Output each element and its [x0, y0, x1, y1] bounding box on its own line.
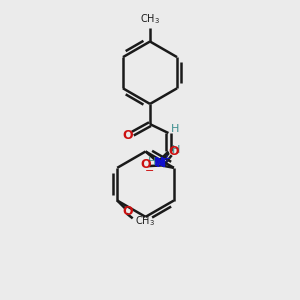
Text: O: O [122, 205, 133, 218]
Text: N: N [153, 156, 164, 169]
Text: CH$_3$: CH$_3$ [135, 214, 155, 228]
Text: N: N [156, 158, 167, 170]
Text: −: − [145, 167, 154, 176]
Text: O: O [168, 145, 178, 158]
Text: H: H [148, 157, 157, 166]
Text: O: O [140, 158, 151, 171]
Text: H: H [172, 145, 181, 155]
Text: +: + [162, 154, 170, 164]
Text: CH$_3$: CH$_3$ [140, 12, 160, 26]
Text: H: H [171, 124, 180, 134]
Text: O: O [123, 129, 133, 142]
